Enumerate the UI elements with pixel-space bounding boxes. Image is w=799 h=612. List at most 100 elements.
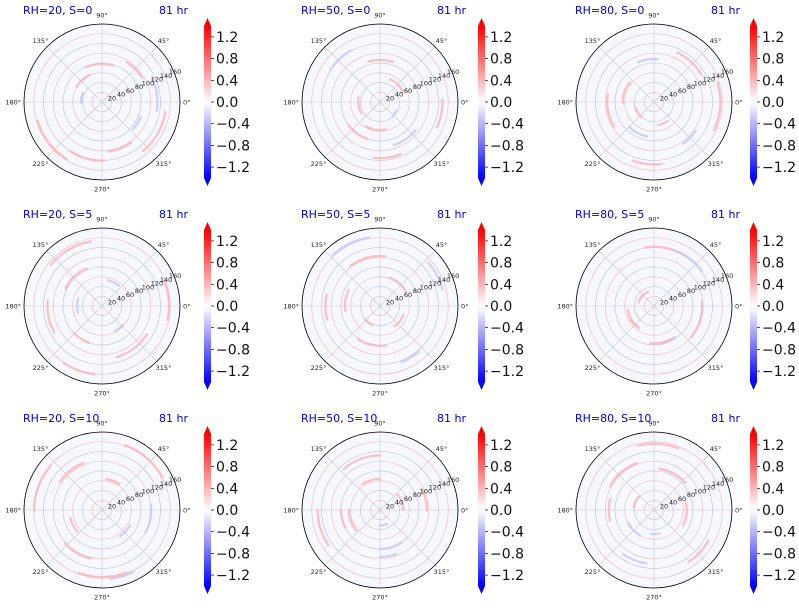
radial-tick-label: 20 [660,298,668,306]
angular-tick-label: 0° [183,303,190,311]
colorbar-tick-label: −0.8 [490,342,524,358]
radial-tick-label: 140 [438,276,450,284]
angular-tick-label: 315° [434,568,450,576]
colorbar-tick-label: 1.2 [490,234,512,250]
panel-time-label: 81 hr [711,208,740,221]
colorbar-extend-min [204,178,211,186]
angular-tick-label: 315° [434,364,450,372]
radial-tick-label: 140 [160,72,172,80]
radial-tick-label: 80 [413,83,421,91]
radial-tick-label: 140 [712,276,724,284]
angular-tick-label: 90° [648,216,660,224]
angular-tick-label: 45° [436,445,448,453]
anomaly-streak [79,92,84,104]
radial-tick-label: 60 [404,87,412,95]
radial-tick-label: 80 [135,491,143,499]
colorbar: 1.2 0.8 0.4 0.0 −0.4 −0.8 −1.2 [478,426,524,594]
anomaly-streak [357,96,363,115]
colorbar-extend-min [750,586,757,594]
anomaly-streak [78,571,128,579]
colorbar-tick-label: 0.4 [216,277,238,293]
angular-tick-label: 270° [94,594,110,602]
angular-tick-label: 135° [33,445,49,453]
angular-gridline [598,305,655,362]
colorbar: 1.2 0.8 0.4 0.0 −0.4 −0.8 −1.2 [204,222,250,390]
anomaly-streak [151,77,159,112]
angular-tick-label: 90° [96,216,108,224]
colorbar-gradient [478,434,485,586]
panel-time-label: 81 hr [159,412,188,425]
anomaly-streak [63,542,92,560]
colorbar-tick-label: −0.4 [490,321,524,337]
anomaly-streak [75,297,80,314]
angular-tick-label: 225° [33,364,49,372]
angular-gridline [379,454,436,511]
panel-title: RH=20, S=0 [23,4,92,17]
angular-tick-label: 315° [708,160,724,168]
angular-tick-label: 135° [311,241,327,249]
angular-tick-label: 180° [283,303,299,311]
angular-tick-label: 270° [646,594,662,602]
anomaly-streak [162,279,171,321]
angular-tick-label: 180° [557,507,573,515]
anomaly-streak [681,500,688,527]
anomaly-streak [373,153,402,160]
angular-tick-label: 135° [311,37,327,45]
radial-tick-label: 60 [678,87,686,95]
radial-tick-label: 100 [420,487,432,495]
anomaly-streak [125,61,143,79]
anomaly-streak [378,552,398,558]
panel-title: RH=80, S=5 [575,208,644,221]
angular-tick-label: 225° [311,568,327,576]
polar-rim [23,23,181,181]
angular-tick-label: 225° [311,160,327,168]
angular-tick-label: 315° [156,568,172,576]
angular-gridline [324,250,381,307]
radial-tick-label: 140 [712,72,724,80]
angular-gridline [653,101,710,158]
panel-time-label: 81 hr [437,4,466,17]
radial-tick-label: 60 [126,291,134,299]
colorbar-tick-label: 1.2 [216,234,238,250]
angular-tick-label: 315° [434,160,450,168]
radial-tick-label: 40 [669,91,677,99]
anomaly-streak [114,323,124,332]
colorbar-tick-label: −1.2 [762,364,796,380]
angular-gridline [46,454,103,511]
colorbar-tick-label: −1.2 [216,568,250,584]
colorbar-extend-min [750,178,757,186]
colorbar-tick-label: 0.4 [490,73,512,89]
colorbar-tick-label: 1.2 [490,30,512,46]
radial-tick-label: 40 [669,295,677,303]
polar-rim [575,431,733,589]
anomaly-streak [650,532,661,536]
colorbar: 1.2 0.8 0.4 0.0 −0.4 −0.8 −1.2 [204,18,250,186]
colorbar-gradient [204,230,211,382]
radial-tick-label: 100 [420,283,432,291]
anomaly-streak [142,110,167,153]
anomaly-streak [106,279,121,287]
anomaly-streak [324,293,329,321]
radial-tick-label: 160 [721,476,733,484]
colorbar-tick-label: −0.4 [490,117,524,133]
colorbar-tick-label: 0.8 [762,256,784,272]
polar-panel: 90°45°0°315°270°225°180°135°20 40 60 801001… [5,412,190,602]
polar-rim [301,431,459,589]
colorbar-tick-label: 0.0 [762,95,784,111]
colorbar-tick-label: −0.4 [216,117,250,133]
angular-gridline [101,454,158,511]
angular-tick-label: 90° [96,12,108,20]
radial-tick-label: 160 [169,272,181,280]
colorbar-extend-max [204,426,211,434]
panel-title: RH=50, S=0 [301,4,370,17]
radial-tick-label: 140 [438,480,450,488]
radial-tick-label: 60 [678,495,686,503]
anomaly-streak [347,123,369,140]
anomaly-streak [420,488,428,512]
angular-tick-label: 0° [735,99,742,107]
anomaly-streak [107,141,133,153]
radial-tick-label: 120 [703,76,715,84]
colorbar: 1.2 0.8 0.4 0.0 −0.4 −0.8 −1.2 [750,426,796,594]
anomaly-streak [109,570,135,580]
